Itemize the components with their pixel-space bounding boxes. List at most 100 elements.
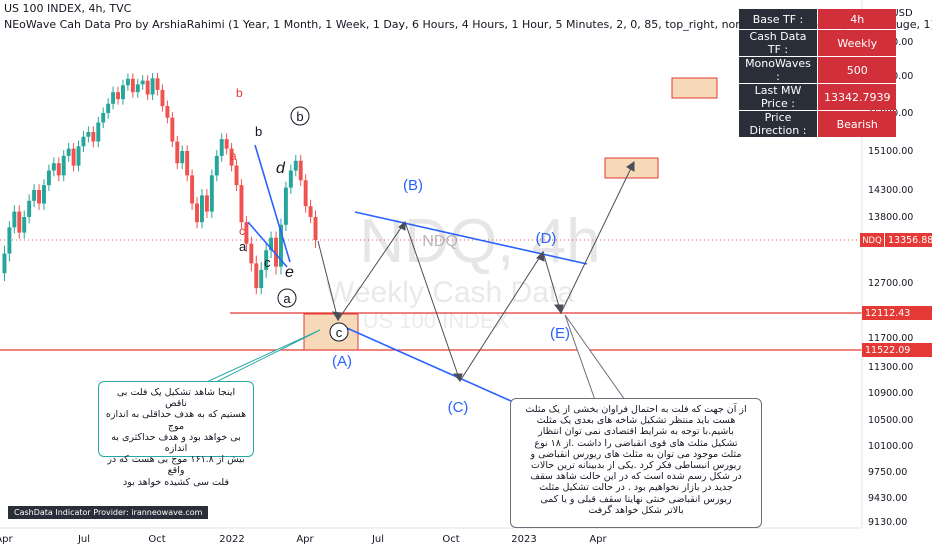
triangle-boundaries — [247, 144, 588, 406]
candle-body — [175, 141, 180, 164]
x-tick-label: 2022 — [219, 534, 244, 545]
chart-title: US 100 INDEX, 4h, TVC — [4, 2, 132, 15]
note-left: اینجا شاهد تشکیل یک فلت بی ناقص هستیم که… — [98, 381, 254, 488]
x-tick-label: 2023 — [511, 534, 536, 545]
info-key: Last MW Price : — [739, 84, 817, 110]
candle-body — [180, 151, 185, 164]
wave-label-b-black: b — [255, 124, 262, 139]
price-tag-label: 13356.88 — [888, 235, 932, 246]
candle-body — [32, 190, 37, 201]
callout-right-pointer — [564, 314, 626, 401]
info-table: Base TF :4h Cash Data TF : Weekly MonoWav… — [738, 8, 897, 138]
candle-body — [51, 163, 56, 171]
proj-arrow-6 — [626, 161, 635, 172]
y-tick-label: 13800.00 — [868, 212, 913, 223]
candle-body — [106, 103, 111, 113]
candle-body — [244, 222, 249, 244]
candle-body — [259, 269, 264, 289]
watermark-big: NDQ, 4h — [359, 207, 600, 276]
callout-left-pointer — [199, 329, 321, 386]
candle-body — [101, 113, 106, 123]
candle-body — [37, 190, 41, 204]
y-tick-label: 14300.00 — [868, 185, 913, 196]
candle-body — [229, 148, 234, 166]
triangle-lower-line — [339, 324, 521, 406]
candle-body — [209, 175, 214, 212]
price-tag-label: 11522.09 — [865, 345, 910, 356]
candle-body — [219, 139, 224, 156]
price-tag-label: 12112.43 — [865, 308, 910, 319]
candle-body — [185, 151, 190, 176]
indicator-line: NEoWave Cah Data Pro by ArshiaRahimi (1 … — [4, 18, 932, 31]
wave-label-a-black: a — [239, 239, 247, 254]
wave-label-circled-c: c — [336, 325, 343, 340]
wave-label-A: (A) — [332, 353, 352, 370]
candle-body — [111, 92, 116, 104]
proj-arrow-3 — [452, 373, 463, 383]
proj-arrow-2 — [398, 220, 406, 231]
candle-body — [12, 211, 17, 228]
info-row: MonoWaves :500 — [739, 57, 897, 83]
wave-label-E: (E) — [550, 325, 570, 342]
wave-label-small-c-red: c — [239, 224, 245, 238]
callout-pointers — [199, 329, 321, 386]
candle-body — [204, 195, 209, 212]
candle-body — [22, 217, 27, 233]
candle-body — [165, 106, 170, 118]
currency-label: USD — [891, 8, 913, 19]
wave-labels: b a c a b c d e b a c (A) (B) (C) (D) (E… — [230, 86, 570, 416]
y-tick-label: 12700.00 — [868, 278, 913, 289]
wave-label-D: (D) — [536, 230, 557, 247]
candle-body — [313, 217, 318, 240]
candle-body — [214, 155, 219, 176]
candle-body — [145, 80, 150, 95]
y-tick-label: 15100.00 — [868, 146, 913, 157]
candle-body — [27, 200, 32, 217]
candle-body — [303, 180, 308, 207]
candle-body — [150, 78, 155, 95]
candle-body — [71, 148, 76, 166]
provider-label: CashData Indicator Provider: iranneowave… — [8, 506, 209, 519]
y-tick-label: 10100.00 — [868, 441, 913, 452]
candle-body — [274, 237, 278, 267]
candle-body — [17, 211, 22, 233]
y-tick-label: 10900.00 — [868, 388, 913, 399]
candle-body — [170, 117, 175, 142]
candle-body — [140, 80, 145, 85]
info-row: Base TF :4h — [739, 9, 897, 29]
candle-body — [200, 195, 204, 223]
candle-body — [76, 146, 81, 166]
y-tick-label: 9130.00 — [868, 517, 907, 528]
wave-label-e-black: e — [285, 264, 294, 281]
candle-body — [2, 253, 7, 274]
small-triangle-lower — [247, 221, 288, 268]
candle-body — [61, 155, 66, 176]
x-tick-label: Apr — [296, 534, 314, 545]
candle-body — [130, 78, 135, 93]
candle-body — [91, 132, 96, 142]
candle-body — [116, 92, 120, 100]
price-tag-bg — [862, 343, 932, 357]
watermark: NDQ, 4h Weekly Cash Data US 100 INDEX ND… — [326, 207, 601, 333]
x-tick-label: Jul — [371, 534, 384, 545]
candle-body — [125, 78, 130, 86]
x-tick-label: Apr — [0, 534, 14, 545]
watermark-sub1: Weekly Cash Data — [326, 276, 574, 309]
info-value: 500 — [818, 57, 897, 83]
proj-arrow-5 — [554, 304, 564, 315]
info-key: Cash Data TF : — [739, 30, 817, 56]
candle-body — [298, 160, 303, 181]
target-box-c — [671, 77, 718, 99]
info-row: Cash Data TF : Weekly — [739, 30, 897, 56]
time-axis[interactable]: Apr Jul Oct 2022 Apr Jul Oct 2023 Apr — [0, 527, 862, 545]
candle-body — [7, 227, 12, 254]
wave-label-C: (C) — [448, 399, 469, 416]
proj-arrow-1 — [332, 311, 342, 322]
y-tick-label: 11700.00 — [868, 333, 913, 344]
candle-body — [46, 170, 51, 186]
candle-body — [195, 203, 199, 223]
candle-body — [42, 185, 46, 204]
candle-body — [293, 160, 298, 171]
small-triangle-upper — [254, 144, 291, 263]
